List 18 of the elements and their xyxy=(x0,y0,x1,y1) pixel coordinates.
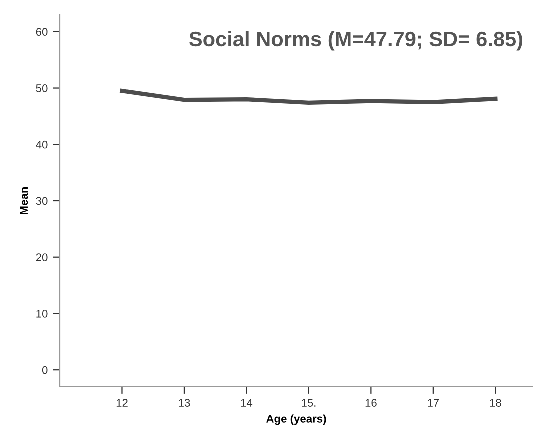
x-tick-label: 16 xyxy=(366,399,377,407)
y-tick-label: 30 xyxy=(36,197,48,206)
y-tick-label: 50 xyxy=(36,84,48,92)
x-axis-title: Age (years) xyxy=(266,414,326,426)
x-tick-label: 13 xyxy=(179,399,190,407)
line-series xyxy=(120,89,498,106)
y-tick-label: 10 xyxy=(36,310,48,318)
x-tick-label: 17 xyxy=(428,399,440,407)
y-tick-label: 0 xyxy=(42,366,48,374)
y-tick-label: 20 xyxy=(36,254,48,262)
x-tick-label: 15. xyxy=(302,399,316,407)
x-tick-label: 18 xyxy=(490,399,502,407)
y-tick-label: 60 xyxy=(36,28,48,36)
text: Social Norms (M=47.79; SD= 6.85) xyxy=(190,31,523,51)
x-tick-label: 14 xyxy=(241,399,253,407)
y-axis-title: Mean xyxy=(20,187,28,214)
y-tick-label: 40 xyxy=(36,140,48,149)
x-tick-label: 12 xyxy=(116,399,128,407)
